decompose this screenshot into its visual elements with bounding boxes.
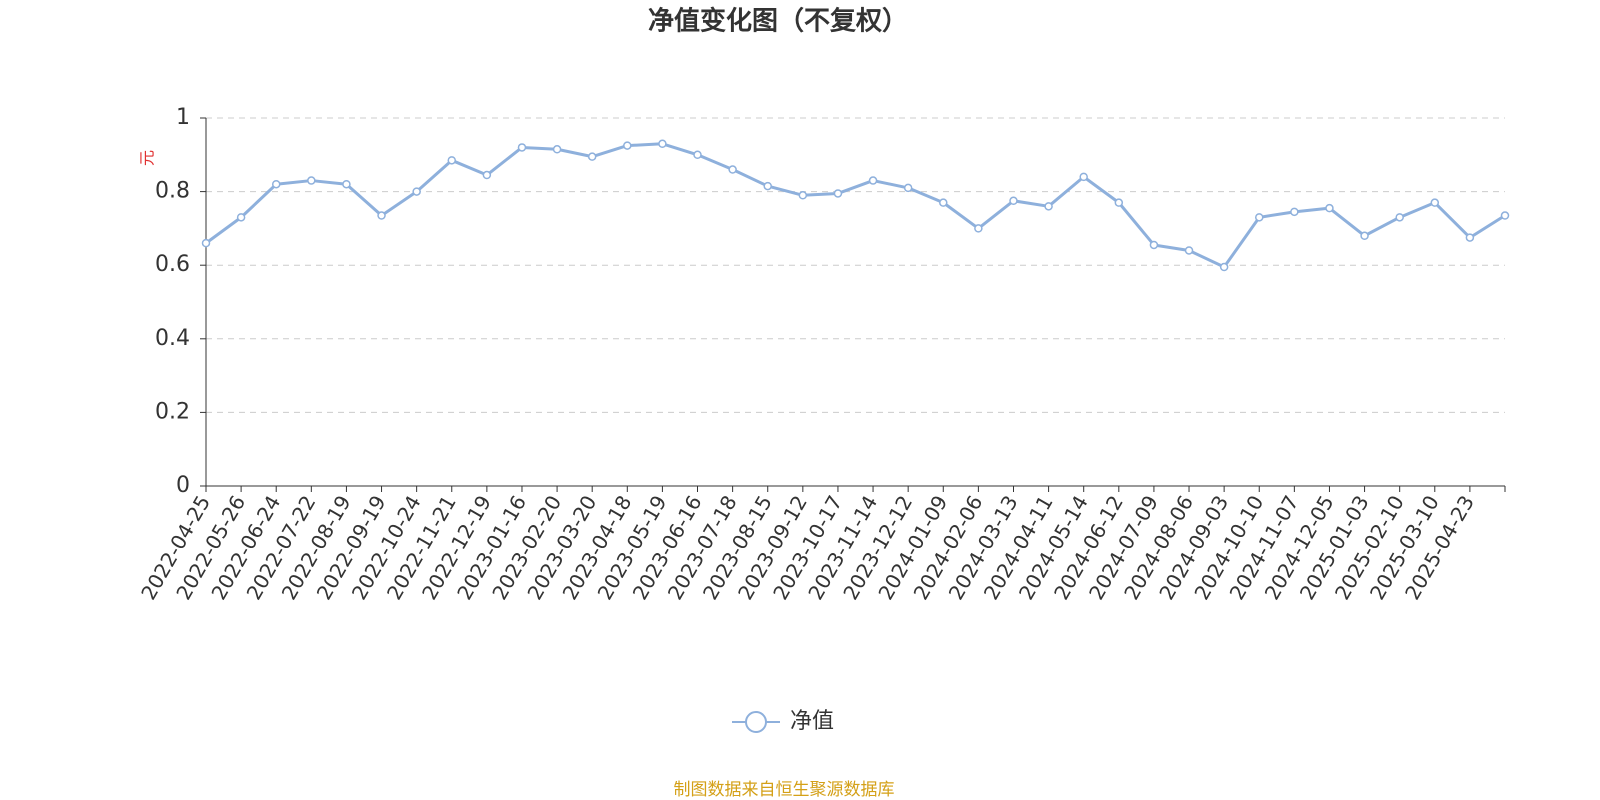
point (236, 213, 246, 222)
point (201, 238, 211, 248)
point (447, 156, 457, 165)
point (307, 176, 316, 185)
point (1044, 202, 1053, 211)
point (798, 191, 808, 200)
point (1360, 231, 1369, 241)
point (623, 141, 632, 150)
point (728, 165, 737, 174)
point (1430, 198, 1440, 207)
point (1184, 246, 1194, 255)
point (833, 189, 843, 198)
point (868, 176, 878, 185)
point (1290, 207, 1299, 217)
point (763, 181, 772, 191)
point (1149, 240, 1159, 250)
y-tick-label: 0.4 (155, 326, 190, 351)
point (377, 211, 386, 220)
point (517, 143, 527, 152)
point (1465, 233, 1475, 242)
point (974, 224, 983, 233)
point (1219, 262, 1229, 272)
point (271, 179, 281, 189)
y-tick-label: 0.2 (155, 399, 190, 424)
point (1254, 213, 1264, 222)
point (342, 179, 351, 189)
point (482, 170, 492, 180)
point (412, 187, 421, 196)
y-tick-label: 0.6 (155, 252, 190, 277)
source-note: 制图数据来自恒生聚源数据库 (674, 780, 895, 800)
y-tick-label: 0 (176, 473, 190, 498)
point (1079, 172, 1088, 182)
line (205, 142, 1506, 269)
chart-title: 净值变化图（不复权） (648, 6, 908, 37)
y-axis-label: 元 (138, 150, 157, 166)
y-tick-label: 0.8 (155, 179, 190, 204)
point (693, 150, 702, 160)
point (1114, 198, 1124, 207)
point (903, 183, 913, 193)
point (1500, 211, 1510, 220)
point (1325, 203, 1334, 213)
point (658, 139, 667, 149)
y-tick-label: 1 (176, 105, 190, 130)
legend-label: 净值 (790, 709, 834, 734)
point (1395, 213, 1404, 222)
legend-marker (745, 711, 767, 733)
point (587, 152, 597, 161)
point (939, 198, 948, 207)
point (1009, 196, 1018, 206)
point (552, 145, 562, 154)
